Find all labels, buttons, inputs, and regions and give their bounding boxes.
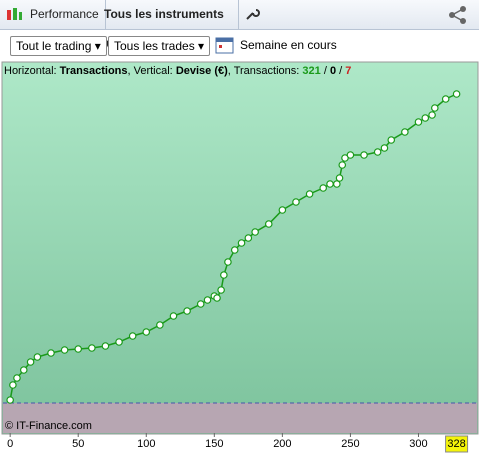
point — [333, 180, 341, 188]
point — [244, 234, 253, 242]
label: Tous les instruments — [104, 7, 224, 21]
point — [196, 300, 205, 308]
trades-dropdown[interactable]: Tous les trades ▾ — [108, 36, 211, 56]
point — [428, 111, 436, 119]
label: Tous les trades — [114, 39, 195, 53]
chart-header: Horizontal: Transactions, Vertical: Devi… — [4, 65, 351, 77]
point — [88, 344, 96, 352]
x-tick-label: 250 — [341, 438, 359, 450]
point — [346, 151, 355, 159]
point — [360, 151, 368, 159]
instrument-select[interactable]: Tous les instruments ▾ — [98, 0, 239, 50]
point — [47, 349, 55, 357]
point — [338, 161, 347, 169]
point — [224, 258, 232, 266]
x-tick-label: 150 — [205, 438, 223, 450]
point — [305, 190, 314, 198]
point — [220, 271, 228, 279]
period[interactable]: Semaine en cours — [240, 38, 337, 52]
x-highlight-label: 328 — [447, 438, 465, 450]
point — [401, 128, 409, 136]
negative-zone — [3, 403, 477, 433]
point — [230, 246, 239, 254]
point — [142, 328, 151, 336]
point — [264, 220, 273, 228]
point — [431, 104, 439, 112]
point — [452, 90, 461, 98]
point — [251, 228, 259, 236]
point — [292, 198, 300, 206]
chart: Horizontal: Transactions, Vertical: Devi… — [1, 61, 479, 453]
tab[interactable]: Performance — [24, 0, 106, 29]
point — [387, 136, 396, 144]
point — [326, 180, 334, 188]
toolbar: Performance Tous les instruments ▾ — [0, 0, 479, 50]
point — [421, 114, 430, 122]
point — [373, 148, 382, 156]
point — [380, 144, 389, 152]
point — [319, 184, 328, 192]
point — [101, 342, 110, 350]
share-icon[interactable] — [448, 5, 470, 25]
point — [237, 239, 246, 247]
x-highlight-box — [445, 435, 469, 453]
copyright: © IT-Finance.com — [5, 420, 92, 432]
x-tick-label: 50 — [72, 438, 84, 450]
point — [278, 206, 287, 214]
x-tick-label: 300 — [409, 438, 427, 450]
x-tick-label: 100 — [137, 438, 155, 450]
x-tick-label: 0 — [7, 438, 13, 450]
point — [213, 294, 221, 302]
calendar-icon[interactable] — [215, 35, 235, 55]
point — [414, 118, 423, 126]
plot-area — [1, 61, 479, 435]
point — [115, 338, 123, 346]
settings-icon[interactable] — [244, 6, 260, 22]
app-icon — [7, 8, 22, 20]
point — [441, 95, 450, 103]
point — [9, 381, 17, 389]
point — [156, 321, 164, 329]
x-tick-label: 200 — [273, 438, 291, 450]
point — [60, 346, 69, 354]
point — [183, 307, 191, 315]
point — [217, 286, 225, 294]
point — [26, 358, 35, 366]
point — [6, 396, 14, 404]
trading-dropdown[interactable]: Tout le trading ▾ — [10, 36, 107, 56]
label: Tout le trading — [16, 39, 92, 53]
point — [128, 332, 137, 340]
point — [13, 374, 21, 382]
point — [33, 353, 42, 361]
point — [74, 345, 83, 353]
point — [335, 174, 344, 182]
point — [169, 312, 178, 320]
point — [19, 366, 28, 374]
point — [203, 296, 212, 304]
